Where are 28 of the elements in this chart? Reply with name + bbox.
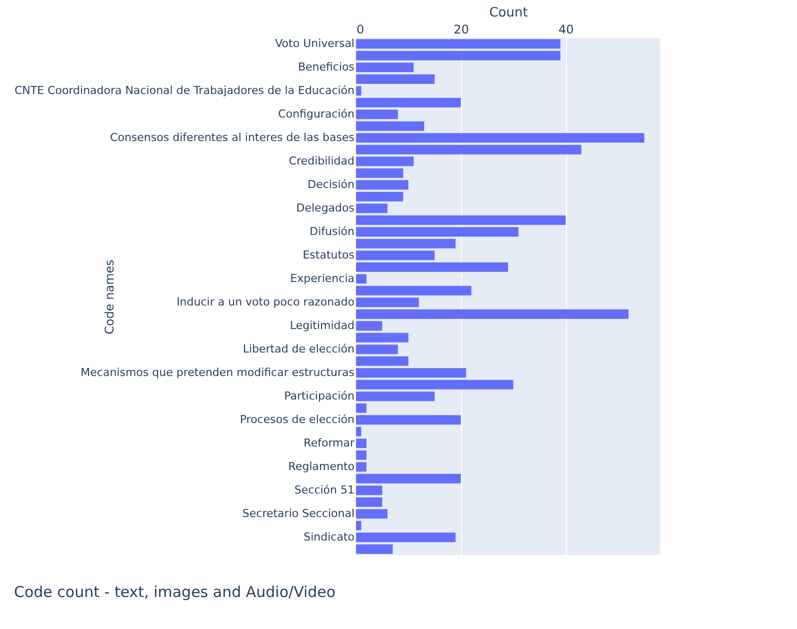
y-tick-label: Decisión xyxy=(308,178,355,191)
x-tick-label: 20 xyxy=(454,22,469,36)
y-tick-label: Delegados xyxy=(296,201,355,214)
y-tick-label: Configuración xyxy=(278,107,355,120)
y-tick-label: Libertad de elección xyxy=(242,342,355,356)
y-tick-label: Secretario Seccional xyxy=(242,506,354,520)
y-tick-label: Legitimidad xyxy=(290,318,354,332)
y-tick-label: Voto Universal xyxy=(275,36,354,50)
y-tick-label: Beneficios xyxy=(298,60,355,74)
y-tick-label: Difusión xyxy=(310,224,355,238)
y-tick-label: Consensos diferentes al interes de las bases xyxy=(110,130,355,144)
y-axis-title: Code names xyxy=(102,260,116,334)
text: Code count - text, images and Audio/Video xyxy=(14,583,336,601)
y-tick-label: Participación xyxy=(284,389,355,402)
x-tick-label: 0 xyxy=(356,22,364,36)
y-tick-label: Mecanismos que pretenden modificar estructuras xyxy=(80,366,355,379)
y-tick-label: Inducir a un voto poco razonado xyxy=(176,295,355,308)
x-axis-title: Count xyxy=(489,6,528,20)
x-tick-label: 40 xyxy=(558,22,574,36)
y-tick-label: Sección 51 xyxy=(294,483,354,496)
y-tick-label: Sindicato xyxy=(304,530,355,544)
y-tick-label: Estatutos xyxy=(302,248,355,262)
y-tick-label: Procesos de elección xyxy=(240,412,355,426)
y-tick-label: Reglamento xyxy=(288,460,355,473)
y-tick-label: Experiencia xyxy=(290,272,354,285)
y-tick-label: Credibilidad xyxy=(288,154,354,168)
y-tick-label: CNTE Coordinadora Nacional de Trabajadores de la Educación xyxy=(14,84,355,97)
y-tick-label: Reformar xyxy=(304,436,355,450)
